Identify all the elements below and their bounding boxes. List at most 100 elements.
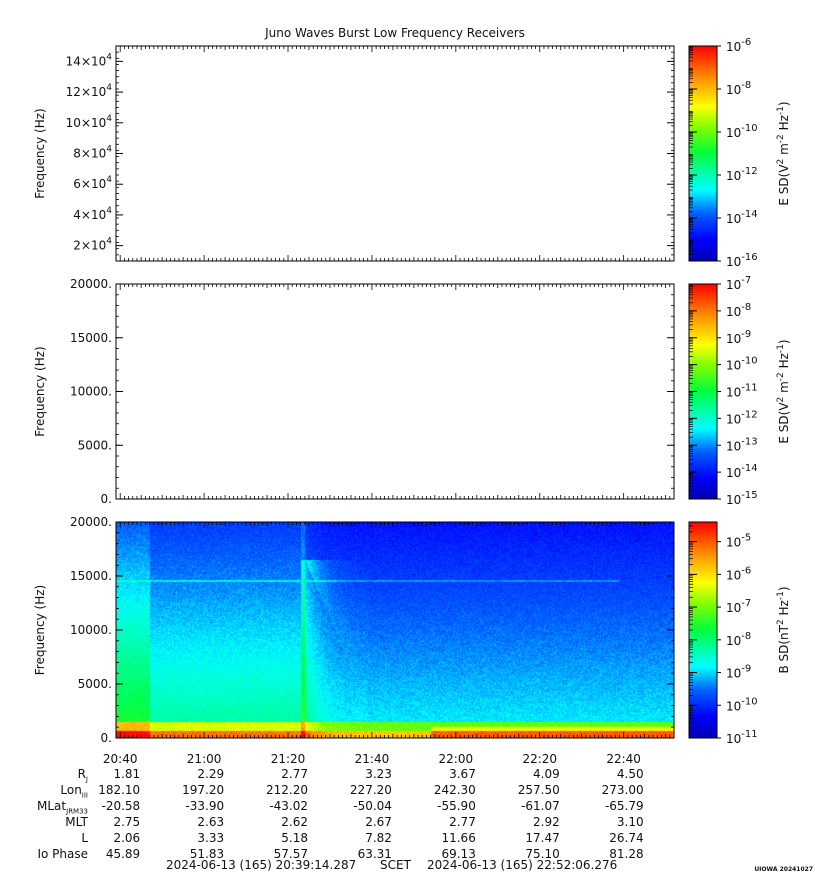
ephemeris-row-label: RJ xyxy=(77,767,88,784)
ephemeris-value: 182.10 xyxy=(98,783,141,797)
ephemeris-value: 7.82 xyxy=(365,831,392,845)
y-tick-label: 0. xyxy=(101,492,112,506)
y-tick-label: 6×104 xyxy=(73,175,112,191)
colorbar-tick-label: 10-12 xyxy=(726,166,758,183)
ephemeris-row-label: Io Phase xyxy=(37,847,88,861)
ephemeris-value: 2.92 xyxy=(533,815,560,829)
time-tick-label: 20:40 xyxy=(103,752,138,766)
colorbar-label: E SD(V2 m-2 Hz-1) xyxy=(776,101,791,205)
ephemeris-value: -55.90 xyxy=(437,799,476,813)
colorbar-tick-label: 10-8 xyxy=(726,80,751,97)
ephemeris-value: -20.58 xyxy=(101,799,141,813)
ephemeris-value: 17.47 xyxy=(525,831,560,845)
ephemeris-value: 4.09 xyxy=(533,767,560,781)
ephemeris-value: -61.07 xyxy=(521,799,560,813)
time-tick-label: 21:20 xyxy=(271,752,306,766)
ephemeris-value: 26.74 xyxy=(609,831,644,845)
ephemeris-row-label: LonIII xyxy=(60,783,88,800)
ephemeris-value: -65.79 xyxy=(604,799,644,813)
y-tick-label: 2×104 xyxy=(73,237,112,253)
y-tick-label: 0. xyxy=(101,731,112,745)
ephemeris-value: 2.63 xyxy=(197,815,225,829)
ephemeris-value: 57.57 xyxy=(273,847,308,861)
ephemeris-value: -33.90 xyxy=(185,799,225,813)
colorbar-tick-label: 10-10 xyxy=(726,123,758,140)
colorbar-tick-label: 10-14 xyxy=(726,209,758,226)
ephemeris-value: 3.33 xyxy=(197,831,225,845)
y-tick-label: 20000. xyxy=(70,277,112,291)
ephemeris-value: 257.50 xyxy=(517,783,560,797)
ephemeris-value: 3.67 xyxy=(449,767,476,781)
colorbar-label: B SD(nT2 Hz-1) xyxy=(776,586,791,673)
ephemeris-value: 212.20 xyxy=(266,783,308,797)
colorbar-tick-label: 10-6 xyxy=(726,37,751,54)
y-tick-label: 8×104 xyxy=(73,145,112,161)
colorbar xyxy=(688,45,718,262)
ephemeris-value: 5.18 xyxy=(281,831,308,845)
colorbar-tick-label: 10-11 xyxy=(726,383,758,400)
ephemeris-value: -43.02 xyxy=(269,799,308,813)
y-tick-label: 15000. xyxy=(70,569,112,583)
colorbar-tick-label: 10-5 xyxy=(726,533,751,550)
time-tick-label: 22:20 xyxy=(522,752,557,766)
colorbar xyxy=(688,521,718,739)
y-tick-label: 10000. xyxy=(70,385,112,399)
ephemeris-value: -50.04 xyxy=(353,799,392,813)
ephemeris-value: 1.81 xyxy=(113,767,141,781)
colorbar-tick-label: 10-8 xyxy=(726,631,751,648)
y-axis-label: Frequency (Hz) xyxy=(33,585,47,676)
time-tick-label: 22:40 xyxy=(606,752,641,766)
y-tick-label: 15000. xyxy=(70,331,112,345)
ephemeris-value: 273.00 xyxy=(601,783,644,797)
y-tick-label: 4×104 xyxy=(73,206,112,222)
ephemeris-value: 2.62 xyxy=(281,815,308,829)
time-tick-label: 22:00 xyxy=(439,752,474,766)
ephemeris-value: 227.20 xyxy=(349,783,392,797)
scet-label: SCET xyxy=(380,858,411,872)
y-tick-label: 10×104 xyxy=(66,114,113,130)
ephemeris-value: 2.29 xyxy=(197,767,225,781)
colorbar-tick-label: 10-10 xyxy=(726,696,758,713)
y-tick-label: 5000. xyxy=(78,438,112,452)
spectrogram-image xyxy=(116,522,674,738)
ephemeris-value: 2.77 xyxy=(449,815,476,829)
scet-start: 2024-06-13 (165) 20:39:14.287 xyxy=(166,858,357,872)
y-axis-label: Frequency (Hz) xyxy=(33,346,47,437)
colorbar-tick-label: 10-13 xyxy=(726,436,758,453)
plot-frame xyxy=(115,283,675,500)
colorbar-tick-label: 10-11 xyxy=(726,729,758,746)
ephemeris-value: 11.66 xyxy=(441,831,476,845)
colorbar-tick-label: 10-16 xyxy=(726,252,758,269)
colorbar-tick-label: 10-9 xyxy=(726,329,751,346)
ephemeris-value: 51.83 xyxy=(189,847,225,861)
time-tick-label: 21:00 xyxy=(187,752,222,766)
ephemeris-row-label: L xyxy=(81,831,88,845)
colorbar-tick-label: 10-12 xyxy=(726,409,758,426)
colorbar-tick-label: 10-7 xyxy=(726,275,751,292)
ephemeris-value: 3.23 xyxy=(365,767,392,781)
ephemeris-value: 81.28 xyxy=(609,847,644,861)
time-tick-label: 21:40 xyxy=(355,752,390,766)
y-tick-label: 14×104 xyxy=(66,52,113,68)
colorbar-tick-label: 10-8 xyxy=(726,302,751,319)
y-tick-label: 5000. xyxy=(78,677,112,691)
ephemeris-value: 2.75 xyxy=(113,815,141,829)
ephemeris-row-label: MLatJRM33 xyxy=(37,799,88,816)
chart-title: Juno Waves Burst Low Frequency Receivers xyxy=(264,26,525,40)
ephemeris-value: 2.77 xyxy=(281,767,308,781)
ephemeris-value: 197.20 xyxy=(182,783,225,797)
ephemeris-value: 75.10 xyxy=(525,847,560,861)
colorbar-label: E SD(V2 m-2 Hz-1) xyxy=(776,339,791,443)
y-tick-label: 10000. xyxy=(70,623,112,637)
ephemeris-row-label: MLT xyxy=(65,815,88,829)
y-tick-label: 20000. xyxy=(70,515,112,529)
ephemeris-value: 63.31 xyxy=(357,847,392,861)
ephemeris-value: 69.13 xyxy=(441,847,476,861)
plot-frame xyxy=(115,45,675,262)
scet-end: 2024-06-13 (165) 22:52:06.276 xyxy=(427,858,618,872)
credit-label: UIOWA 20241027 xyxy=(754,866,813,873)
colorbar-tick-label: 10-14 xyxy=(726,463,758,480)
colorbar-tick-label: 10-7 xyxy=(726,598,751,615)
ephemeris-value: 2.06 xyxy=(113,831,141,845)
